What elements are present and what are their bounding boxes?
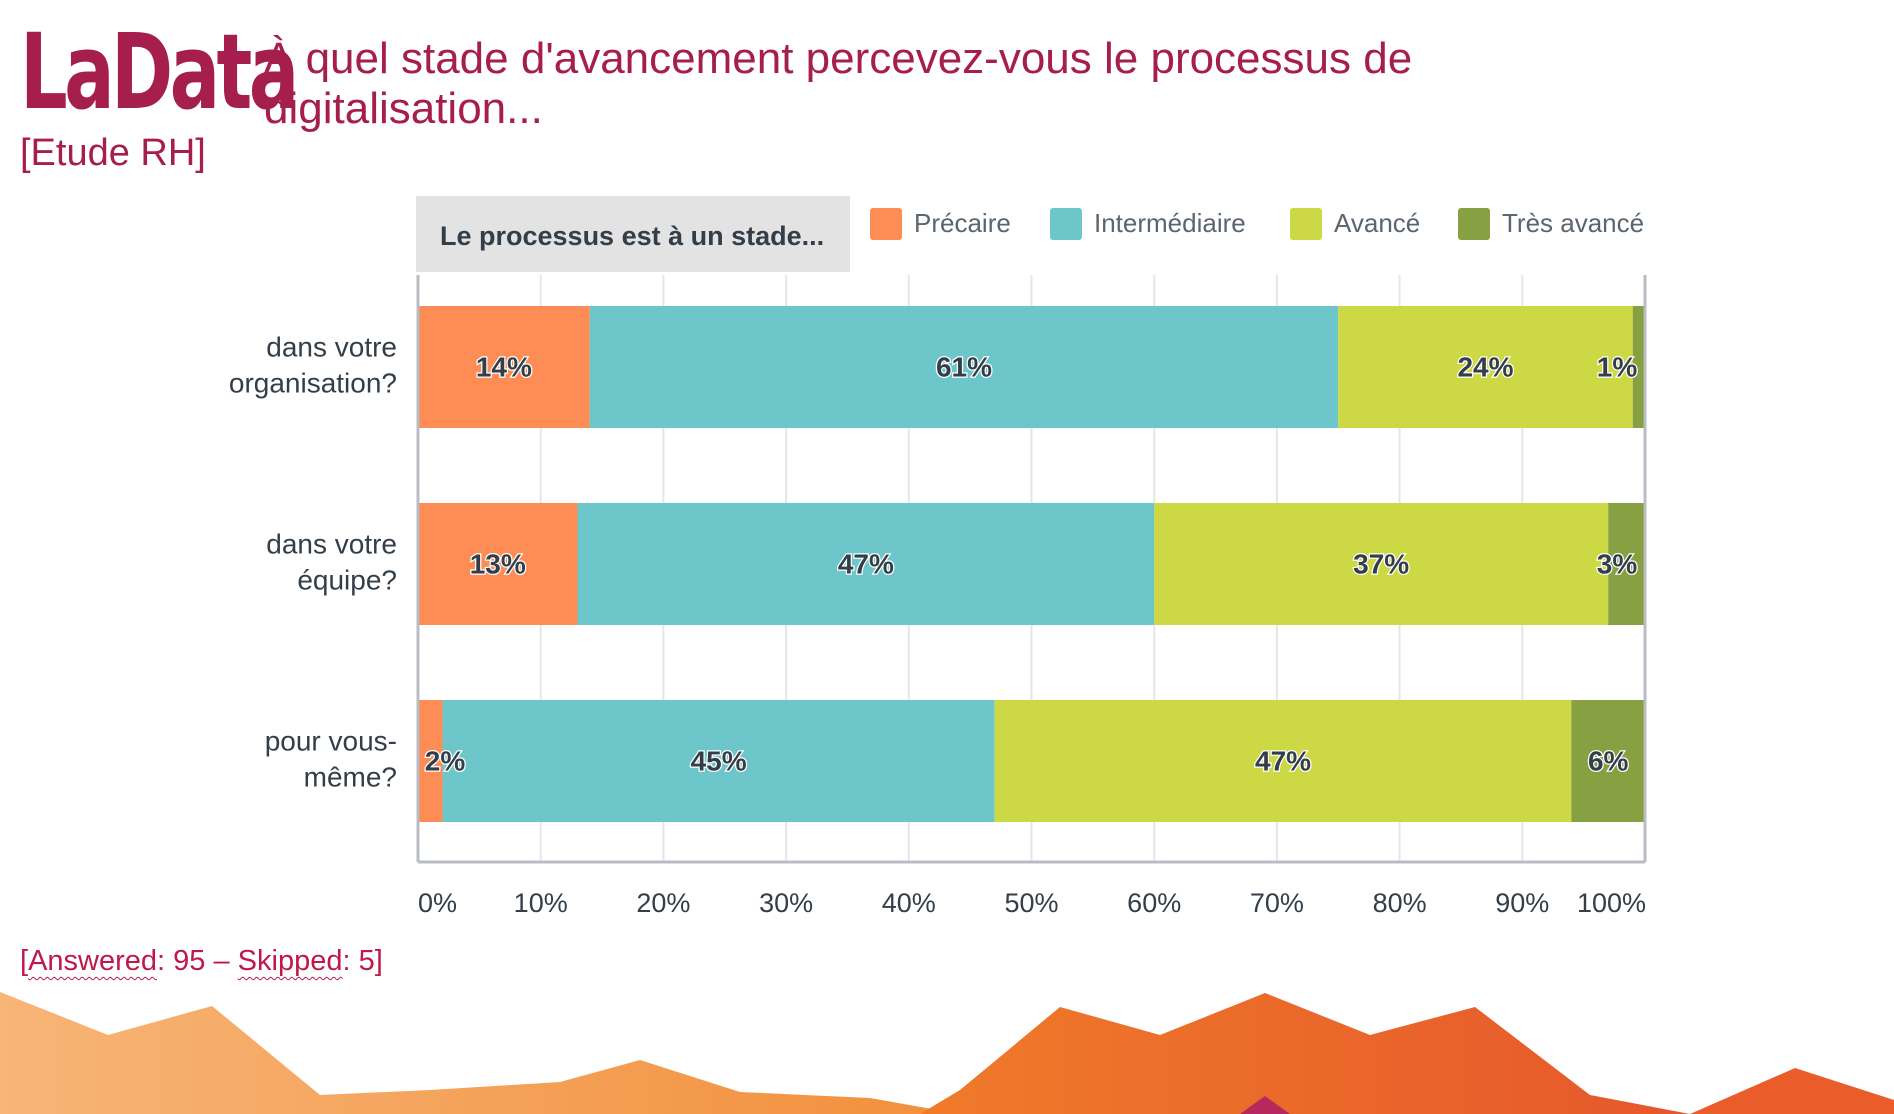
x-tick-label-5: 50% (1004, 888, 1058, 918)
data-label-row3-seg1: 2% (425, 745, 466, 776)
category-label-row1-line2: organisation? (229, 367, 397, 398)
category-label-row2-line2: équipe? (297, 564, 397, 595)
mountain-range-left (0, 992, 960, 1114)
x-tick-label-0: 0% (418, 888, 457, 918)
answered-value: : 95 – (157, 945, 238, 977)
data-label-row1-seg1: 14% (476, 351, 532, 382)
ladata-logo: LaData (20, 11, 299, 133)
data-label-row2-seg3: 37% (1353, 548, 1409, 579)
bar-row2-seg4 (1608, 503, 1645, 625)
x-tick-label-10: 100% (1577, 888, 1646, 918)
bar-row2-seg1 (418, 503, 578, 625)
bar-row1-seg2 (589, 306, 1339, 428)
skipped-label: Skipped (237, 945, 343, 977)
data-label-row2-seg1: 13% (470, 548, 526, 579)
x-tick-label-4: 40% (882, 888, 936, 918)
mountain-peak-far-right (1690, 1068, 1894, 1114)
x-tick-label-3: 30% (759, 888, 813, 918)
legend-label-3: Avancé (1334, 208, 1420, 238)
mountain-accent (1240, 1096, 1290, 1114)
x-tick-label-9: 90% (1495, 888, 1549, 918)
x-tick-label-1: 10% (514, 888, 568, 918)
legend-label-2: Intermédiaire (1094, 208, 1246, 238)
category-label-row2-line1: dans votre (266, 528, 397, 559)
category-label-row3-line1: pour vous- (265, 725, 397, 756)
footer-prefix: [ (20, 945, 29, 977)
legend-label-1: Précaire (914, 208, 1011, 238)
legend-swatch-4 (1458, 208, 1490, 240)
category-label-row3-line2: même? (304, 761, 397, 792)
x-tick-label-6: 60% (1127, 888, 1181, 918)
logo-subtitle: [Etude RH] (20, 132, 206, 174)
page-title: À quel stade d'avancement percevez-vous … (264, 34, 1413, 133)
bar-row1-seg3 (1338, 306, 1633, 428)
data-label-row2-seg2: 47% (838, 548, 894, 579)
x-tick-label-7: 70% (1250, 888, 1304, 918)
x-tick-label-2: 20% (636, 888, 690, 918)
bar-row1-seg1 (418, 306, 590, 428)
data-label-row2-seg4: 3% (1597, 548, 1638, 579)
bar-row3-seg4 (1571, 700, 1645, 822)
bar-row3-seg1 (418, 700, 443, 822)
response-count: [Answered: 95 – Skipped: 5] (20, 945, 383, 978)
category-label-row1-line1: dans votre (266, 331, 397, 362)
legend-title-box (416, 196, 850, 272)
x-tick-label-8: 80% (1373, 888, 1427, 918)
data-label-row1-seg3: 24% (1457, 351, 1513, 382)
data-label-row1-seg4: 1% (1597, 351, 1638, 382)
legend-swatch-3 (1290, 208, 1322, 240)
legend-swatch-1 (870, 208, 902, 240)
data-label-row3-seg2: 45% (691, 745, 747, 776)
legend-swatch-2 (1050, 208, 1082, 240)
bar-row3-seg3 (994, 700, 1572, 822)
legend-title: Le processus est à un stade... (440, 221, 824, 251)
bar-row2-seg2 (577, 503, 1155, 625)
data-label-row1-seg2: 61% (936, 351, 992, 382)
data-label-row3-seg4: 6% (1588, 745, 1629, 776)
bar-row3-seg2 (442, 700, 995, 822)
bar-row2-seg3 (1154, 503, 1609, 625)
mountain-range-right (920, 993, 1690, 1114)
data-label-row3-seg3: 47% (1255, 745, 1311, 776)
answered-label: Answered (28, 945, 158, 977)
legend-label-4: Très avancé (1502, 208, 1644, 238)
bar-row1-seg4 (1632, 306, 1645, 428)
skipped-value: : 5] (342, 945, 383, 977)
